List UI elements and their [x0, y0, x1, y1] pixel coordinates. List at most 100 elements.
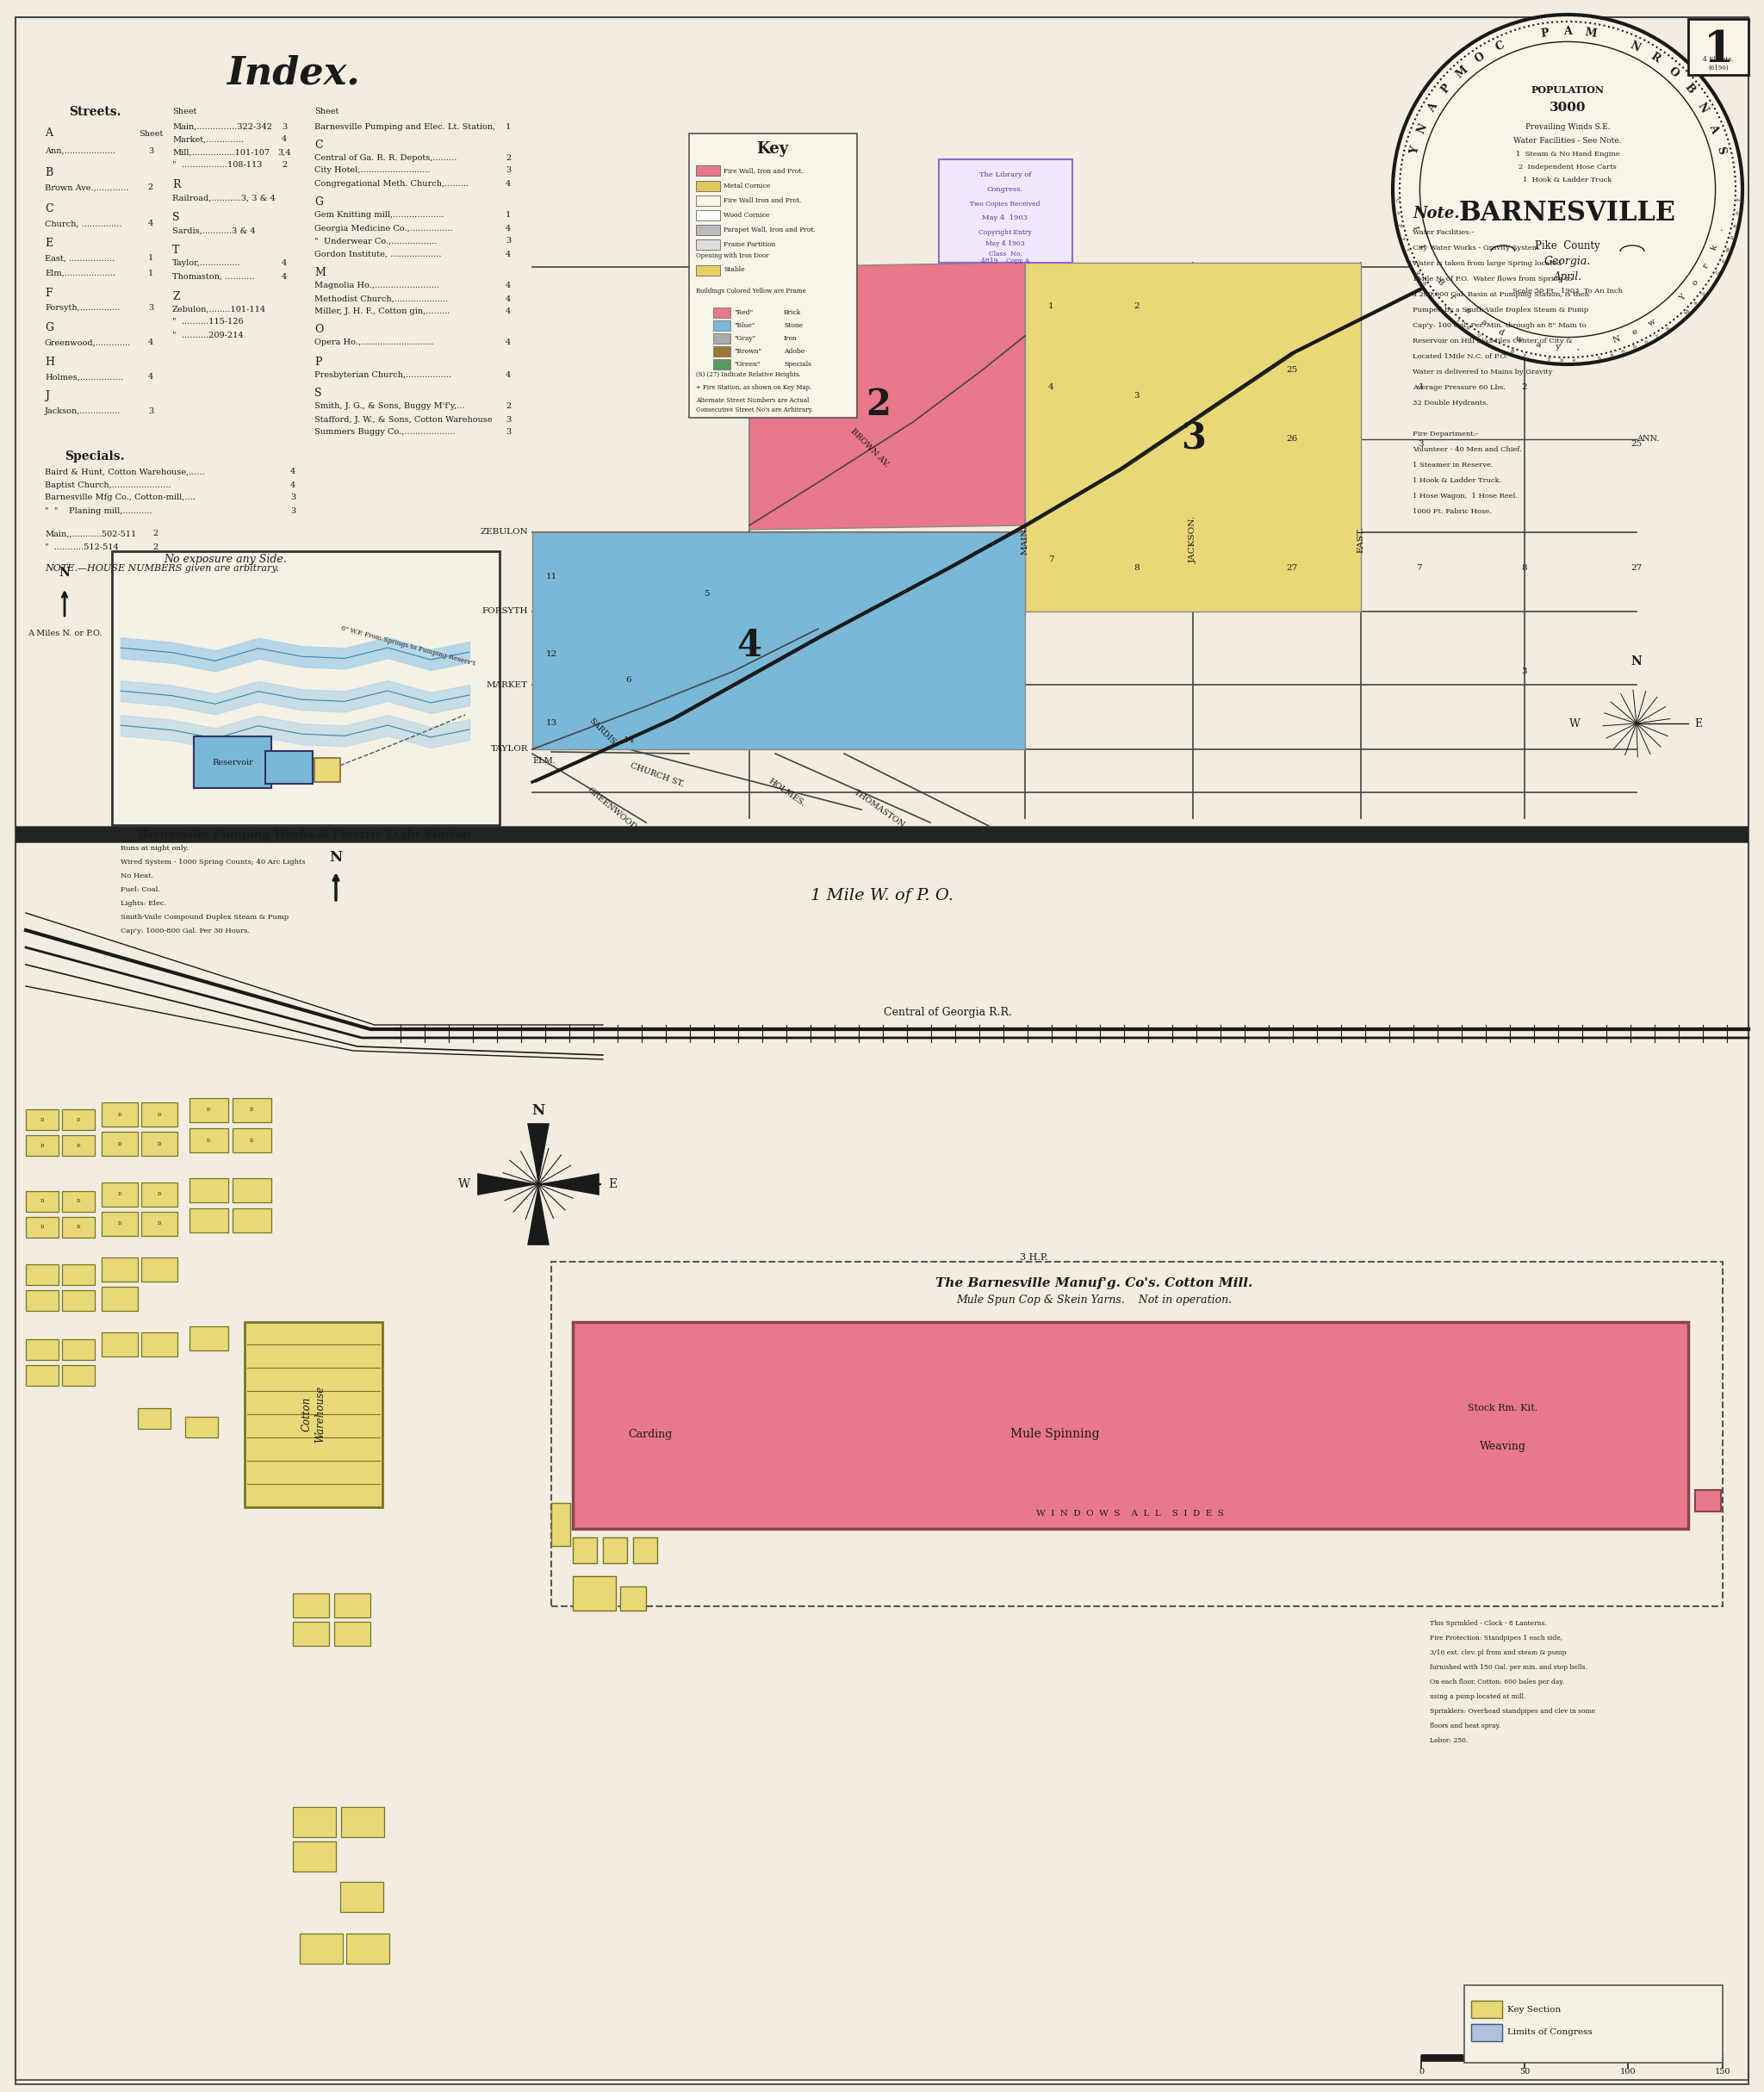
- Text: Cotton
Warehouse: Cotton Warehouse: [302, 1385, 326, 1443]
- Text: Adobe: Adobe: [783, 347, 804, 356]
- Text: Sheet: Sheet: [314, 109, 339, 115]
- Bar: [16, 843, 1748, 2079]
- Text: Mill.: Mill.: [1021, 238, 1028, 259]
- Text: W  I  N  D  O  W  S    A  L  L    S  I  D  E  S: W I N D O W S A L L S I D E S: [1035, 1508, 1224, 1517]
- Text: p: p: [1700, 291, 1708, 297]
- Text: 150: 150: [1715, 2067, 1730, 2075]
- Text: 4: 4: [282, 259, 288, 268]
- Text: g: g: [1415, 270, 1420, 274]
- Text: BARNESVILLE: BARNESVILLE: [1459, 201, 1676, 226]
- Text: This Sprinkled - Clock - 8 Lanterns.: This Sprinkled - Clock - 8 Lanterns.: [1431, 1619, 1547, 1628]
- Bar: [697, 209, 720, 220]
- Text: 1: 1: [1048, 301, 1053, 310]
- Text: D: D: [118, 1222, 122, 1226]
- Text: 4: 4: [506, 224, 512, 232]
- Text: n: n: [1665, 326, 1671, 331]
- Text: May 4  1903: May 4 1903: [983, 215, 1028, 222]
- Text: 1: 1: [1704, 29, 1734, 71]
- Text: a: a: [1693, 301, 1699, 305]
- Text: "  ..........115-126: " ..........115-126: [173, 318, 243, 326]
- Text: h: h: [1559, 358, 1563, 364]
- Bar: [62, 1339, 95, 1360]
- Text: MARKET: MARKET: [487, 680, 527, 688]
- Text: 9: 9: [1464, 326, 1469, 331]
- Text: N: N: [1632, 655, 1642, 667]
- Bar: [26, 1339, 58, 1360]
- Bar: [189, 1098, 228, 1121]
- Text: 1: 1: [148, 270, 153, 276]
- Text: N: N: [1415, 121, 1429, 136]
- Text: F: F: [44, 287, 53, 299]
- Text: Sardis,...........3 & 4: Sardis,...........3 & 4: [173, 226, 256, 234]
- Bar: [265, 751, 312, 784]
- Text: No exposure any Side.: No exposure any Side.: [164, 554, 286, 565]
- Bar: [713, 333, 730, 343]
- Text: Magnolia Ho.,........................: Magnolia Ho.,........................: [314, 282, 439, 291]
- Bar: [62, 1190, 95, 1211]
- Text: B: B: [44, 167, 53, 178]
- Bar: [1473, 2054, 1524, 2061]
- Text: Zebulon,........101-114: Zebulon,........101-114: [173, 305, 266, 314]
- Text: Volunteer - 40 Men and Chief.: Volunteer - 40 Men and Chief.: [1413, 446, 1522, 454]
- Text: t: t: [1429, 291, 1434, 295]
- Text: Parapet Wall, Iron and Prot.: Parapet Wall, Iron and Prot.: [723, 226, 815, 234]
- Text: Runs at night only.: Runs at night only.: [120, 845, 189, 851]
- Bar: [62, 1366, 95, 1385]
- Bar: [26, 1264, 58, 1284]
- Text: 4: 4: [289, 481, 296, 490]
- Text: Barnesville Pumping and Elec. Lt. Station,: Barnesville Pumping and Elec. Lt. Statio…: [314, 123, 496, 130]
- Text: Fuel: Coal.: Fuel: Coal.: [120, 887, 161, 893]
- Bar: [189, 1128, 228, 1153]
- Text: 1000 Ft. Fabric Hose.: 1000 Ft. Fabric Hose.: [1413, 508, 1492, 515]
- Text: 3: 3: [148, 408, 153, 416]
- Text: m: m: [1725, 247, 1730, 253]
- Text: Barnesville Pumping Works & Electric Light Station.: Barnesville Pumping Works & Electric Lig…: [138, 831, 475, 841]
- Bar: [141, 1257, 178, 1282]
- Text: Scale 50 Ft.  1903  To An Inch: Scale 50 Ft. 1903 To An Inch: [1512, 289, 1623, 295]
- Text: 3: 3: [289, 494, 296, 502]
- Text: 7: 7: [1048, 556, 1053, 563]
- Text: Stable: Stable: [723, 266, 744, 274]
- Bar: [938, 159, 1073, 264]
- Text: E: E: [1695, 718, 1702, 728]
- Text: 3: 3: [1487, 339, 1491, 345]
- Bar: [26, 1366, 58, 1385]
- Text: Opera Ho.,...........................: Opera Ho.,...........................: [314, 339, 434, 347]
- Text: Fire Department:-: Fire Department:-: [1413, 431, 1478, 437]
- Text: D: D: [206, 1138, 210, 1142]
- Text: Baird & Hunt, Cotton Warehouse,......: Baird & Hunt, Cotton Warehouse,......: [44, 469, 205, 475]
- Bar: [550, 1261, 1723, 1607]
- Text: W: W: [459, 1178, 471, 1190]
- Text: Central of Georgia R.R.: Central of Georgia R.R.: [884, 1006, 1011, 1017]
- Bar: [697, 266, 720, 276]
- Text: City Hotel,..........................: City Hotel,..........................: [314, 167, 430, 174]
- Text: Copyright Entry: Copyright Entry: [979, 230, 1032, 236]
- Bar: [300, 1933, 342, 1964]
- Text: Located 1Mile N.C. of P.O.: Located 1Mile N.C. of P.O.: [1413, 354, 1508, 360]
- Text: (6190): (6190): [1708, 65, 1729, 71]
- Text: Fire Wall Iron and Prot.: Fire Wall Iron and Prot.: [723, 197, 801, 205]
- Text: S: S: [1715, 144, 1727, 155]
- Text: 8: 8: [1522, 565, 1528, 573]
- Text: Stock Rm. Kit.: Stock Rm. Kit.: [1468, 1404, 1538, 1412]
- Bar: [62, 1136, 95, 1155]
- Bar: [293, 1807, 335, 1837]
- Bar: [1695, 1490, 1722, 1513]
- Text: p: p: [1730, 234, 1734, 241]
- Text: Railroad,...........3, 3 & 4: Railroad,...........3, 3 & 4: [173, 195, 275, 203]
- Bar: [346, 1933, 390, 1964]
- Bar: [550, 1502, 570, 1546]
- Text: 2  Independent Hose Carts: 2 Independent Hose Carts: [1519, 163, 1616, 172]
- Text: Ann,...................: Ann,...................: [44, 146, 115, 155]
- Text: 25: 25: [1630, 439, 1642, 448]
- Text: E: E: [609, 1178, 617, 1190]
- Text: D: D: [118, 1142, 122, 1146]
- Text: Wood Cornice: Wood Cornice: [723, 211, 769, 220]
- Text: 7: 7: [1416, 565, 1425, 573]
- Text: (S) (27) Indicate Relative Heights.: (S) (27) Indicate Relative Heights.: [697, 370, 801, 379]
- Text: 11: 11: [545, 573, 557, 582]
- Text: Taylor,...............: Taylor,...............: [173, 259, 242, 268]
- Bar: [340, 1883, 383, 1912]
- Text: 2: 2: [282, 161, 288, 169]
- Bar: [62, 1109, 95, 1130]
